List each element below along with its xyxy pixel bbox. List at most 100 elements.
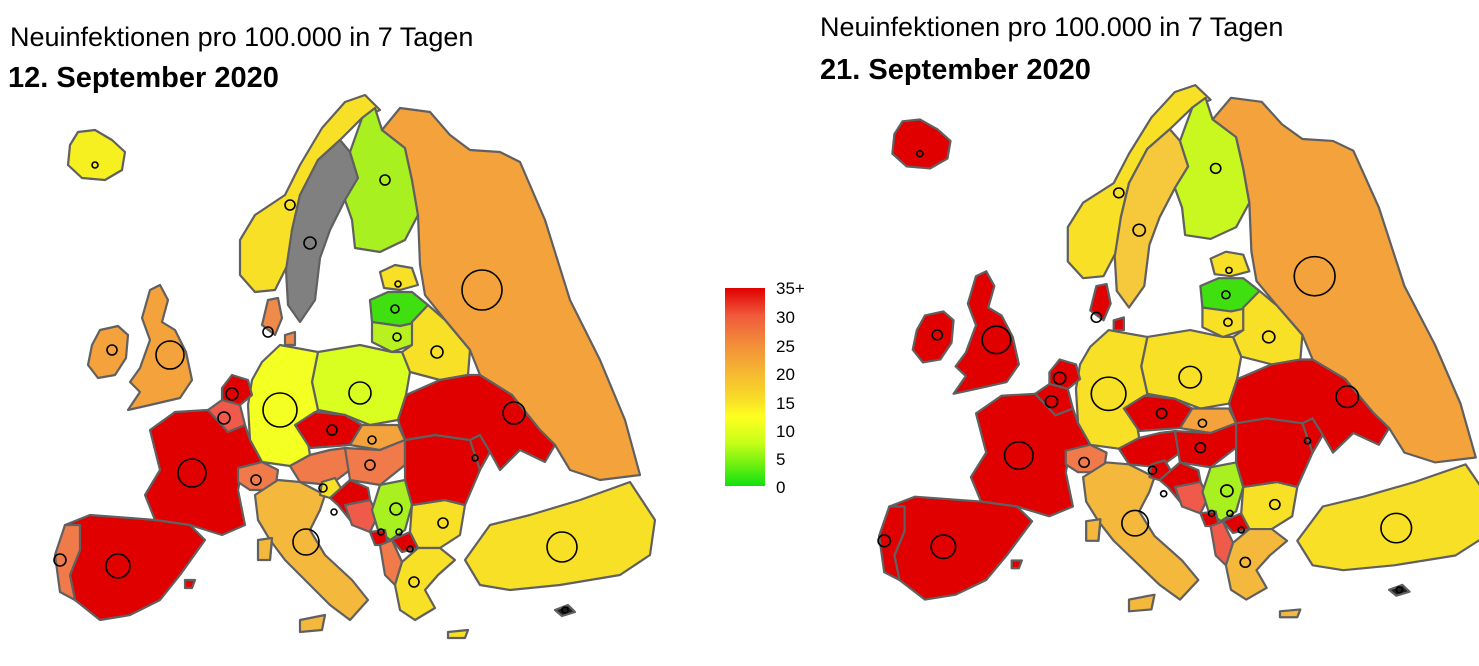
country-iceland [66,128,127,182]
country-iceland [891,118,952,170]
country-greece [1224,527,1289,601]
map-subtitle: Neuinfektionen pro 100.000 in 7 Tagen [10,22,474,52]
population-circle [1197,418,1208,428]
population-circle [1237,526,1246,534]
population-circle [1293,255,1336,297]
country-italy [253,478,370,622]
map-panel-sept-21: Neuinfektionen pro 100.000 in 7 Tagen 21… [815,0,1479,666]
population-circle [284,199,296,211]
population-circle [1044,394,1059,409]
map-geometry [53,93,657,640]
country-germany [246,343,320,468]
country-portugal [877,505,906,582]
legend-label: 5 [776,450,786,469]
country-turkey [463,480,657,592]
population-circle [981,325,1012,355]
population-circle [546,531,578,563]
population-circle [392,332,402,342]
country-romania [1234,417,1314,488]
legend-label: 25 [776,337,795,356]
population-circle [406,545,414,553]
population-circle [292,528,320,556]
country-turkey [1296,463,1479,572]
country-greece [1278,608,1302,619]
population-circle [1194,442,1207,454]
population-circle [53,553,67,567]
population-circle [931,329,944,341]
country-spain [888,495,1034,601]
population-circle [379,174,391,186]
population-circle [177,458,207,488]
country-sweden [284,138,360,324]
population-circle [217,411,231,425]
country-italy [256,536,274,562]
country-norway [1066,84,1212,280]
population-circle [225,387,239,401]
country-ukraine [1227,358,1391,454]
legend-label: 35+ [776,279,805,298]
population-circle [1207,509,1216,518]
country-italy [1127,593,1156,613]
map-subtitle: Neuinfektionen pro 100.000 in 7 Tagen [820,12,1284,42]
population-circle [1090,311,1103,324]
population-circle [1380,512,1413,544]
population-circle [1239,556,1252,569]
country-greece [393,546,457,622]
population-circle [1003,441,1034,471]
population-circle [1268,498,1281,511]
population-circle [389,502,403,516]
population-circle [1090,376,1127,412]
population-circle [1159,490,1168,498]
population-circle [1219,484,1234,498]
europe-map-sept-12 [53,93,657,640]
population-circle [390,304,400,314]
population-circle [916,149,924,158]
country-portugal [53,523,82,602]
population-circle [105,553,131,579]
population-circle [1121,509,1150,537]
country-sweden [1113,128,1190,309]
population-circle [1147,465,1158,475]
population-circle [408,576,420,588]
population-circle [367,435,377,445]
population-circle [394,280,402,288]
legend-label: 0 [776,478,786,497]
population-circle [1078,456,1091,469]
country-denmark [283,330,297,347]
population-circle [91,161,99,169]
country-bosnia [343,498,380,534]
country-germany [1074,329,1149,450]
population-circle [1395,586,1404,594]
country-spain [183,578,197,590]
country-spain [1010,559,1024,570]
population-circle [1225,266,1233,275]
population-circle [395,528,403,536]
color-legend: 35+ 30 25 20 15 10 5 0 [720,280,820,500]
legend-label: 20 [776,365,795,384]
population-circle [930,534,957,560]
map-date: 12. September 2020 [8,62,279,94]
country-ukraine [396,373,557,472]
country-romania [403,433,482,507]
population-circle [461,269,503,311]
country-italy [298,613,327,634]
europe-map-sept-21 [877,84,1479,619]
map-date: 21. September 2020 [820,54,1091,86]
country-russia [380,106,642,482]
population-circle [561,606,569,614]
population-circle [502,401,526,425]
country-norway [238,93,382,294]
population-circle [1261,330,1276,344]
population-circle [262,326,274,338]
population-circle [437,517,449,529]
population-circle [1052,371,1067,385]
country-bosnia [1173,480,1210,515]
population-circle [377,528,385,536]
population-circle [1155,407,1168,420]
population-circle [364,459,376,471]
population-circle [430,345,444,359]
legend-label: 10 [776,422,795,441]
country-italy [1081,461,1200,601]
population-circle [303,236,317,250]
population-circle [348,381,372,405]
